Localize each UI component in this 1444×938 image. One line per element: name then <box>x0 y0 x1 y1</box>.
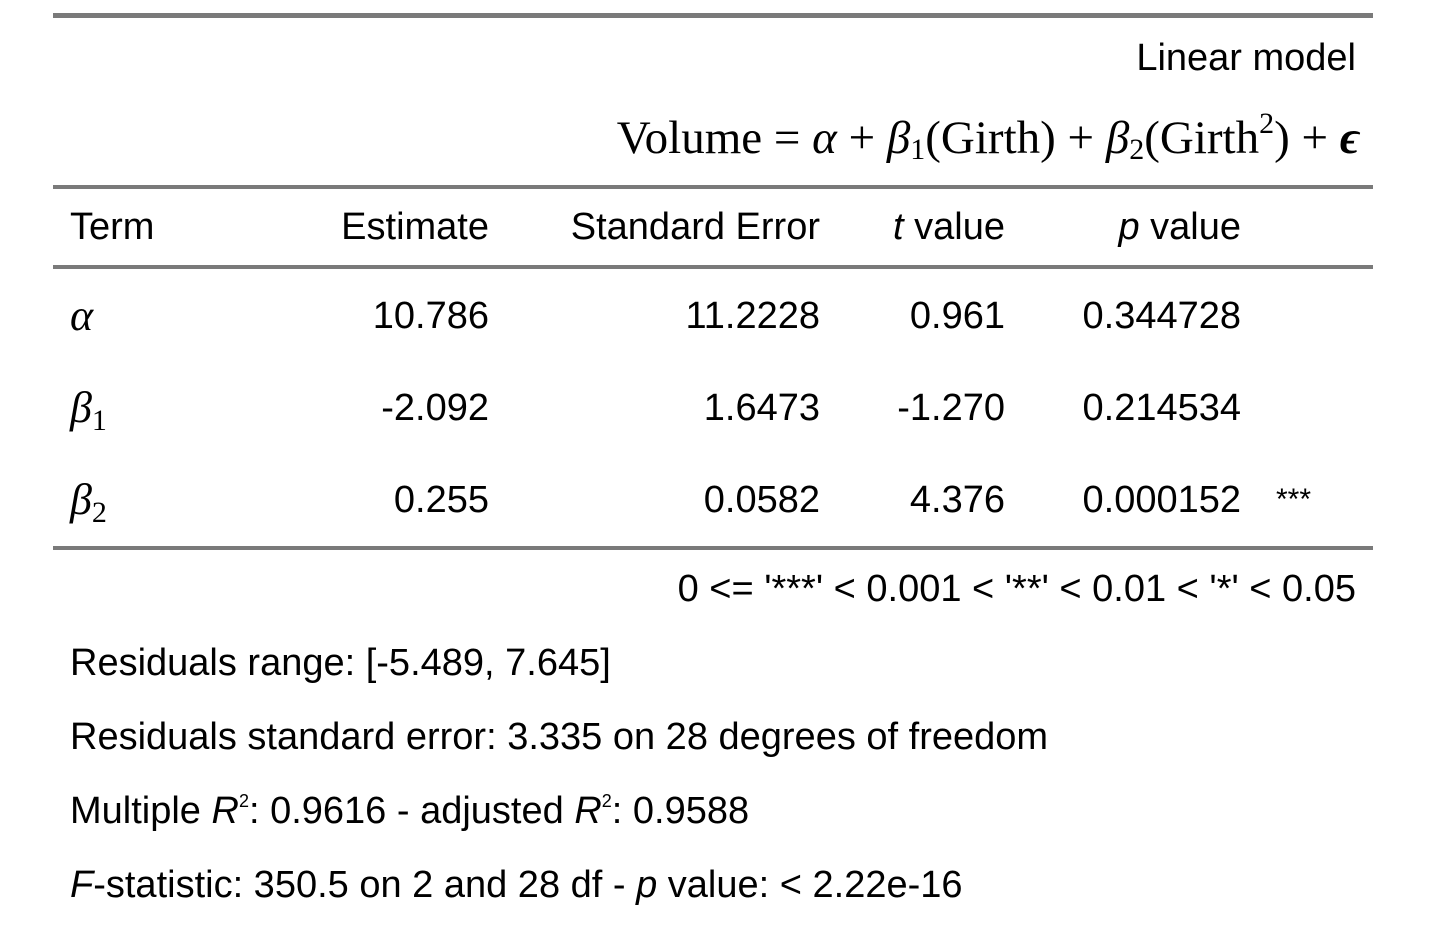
row-estimate: 10.786 <box>372 295 489 337</box>
term-subscript: 1 <box>91 404 107 437</box>
row-t-value: -1.270 <box>897 387 1005 429</box>
row-std-error: 0.0582 <box>703 479 820 521</box>
adj-r2-symbol: R <box>574 790 602 832</box>
row-p-value: 0.000152 <box>1082 479 1242 521</box>
formula-epsilon: ϵ <box>1339 112 1360 164</box>
header-term: Term <box>70 206 155 248</box>
note-residuals-range: Residuals range: [-5.489, 7.645] <box>70 642 611 684</box>
formula-beta2-sub: 2 <box>1129 133 1145 166</box>
adj-r2-superscript: 2 <box>601 791 612 811</box>
term-symbol: β <box>70 475 92 524</box>
formula-beta2-term-close: ) <box>1274 112 1290 164</box>
formula-plus-3: + <box>1289 112 1340 164</box>
formula-beta1-term: (Girth) <box>925 112 1056 164</box>
row-std-error: 1.6473 <box>703 387 820 429</box>
note-residual-se: Residuals standard error: 3.335 on 28 de… <box>70 716 1049 758</box>
model-formula: Volume = α + β1(Girth) + β2(Girth2) + ϵ <box>616 107 1360 166</box>
formula-beta2: β <box>1105 112 1130 164</box>
r2-value: : 0.9616 - adjusted <box>248 790 575 832</box>
formula-lhs: Volume <box>616 112 763 164</box>
header-bottom-rule <box>53 265 1373 269</box>
r2-prefix: Multiple <box>70 790 212 832</box>
r2-superscript: 2 <box>238 791 249 811</box>
f-symbol: F <box>70 864 94 906</box>
formula-beta2-term-open: (Girth <box>1144 112 1260 164</box>
r2-symbol: R <box>211 790 239 832</box>
row-estimate: 0.255 <box>393 479 489 521</box>
f-value: -statistic: 350.5 on 2 and 28 df - <box>93 864 637 906</box>
significance-legend: 0 <= '***' < 0.001 < '**' < 0.01 < '*' <… <box>677 568 1356 610</box>
header-estimate: Estimate <box>341 206 489 248</box>
formula-plus-2: + <box>1055 112 1106 164</box>
formula-beta1-sub: 1 <box>910 133 926 166</box>
row-signif: *** <box>1276 483 1312 516</box>
term-symbol: α <box>70 291 94 340</box>
formula-plus-1: + <box>836 112 887 164</box>
row-p-value: 0.344728 <box>1082 295 1242 337</box>
f-p-value: value: < 2.22e-16 <box>657 864 963 906</box>
row-term: α <box>70 294 93 338</box>
header-p-italic: p <box>1118 206 1140 248</box>
header-t-rest: value <box>903 206 1005 248</box>
header-top-rule <box>53 185 1373 189</box>
formula-beta1: β <box>886 112 911 164</box>
formula-equals: = <box>762 112 813 164</box>
note-r-squared: Multiple R2: 0.9616 - adjusted R2: 0.958… <box>70 789 749 833</box>
note-f-statistic: F-statistic: 350.5 on 2 and 28 df - p va… <box>70 863 963 907</box>
row-t-value: 0.961 <box>909 295 1005 337</box>
header-t-value: t value <box>893 205 1005 249</box>
header-p-rest: value <box>1139 206 1241 248</box>
row-std-error: 11.2228 <box>685 295 820 337</box>
row-t-value: 4.376 <box>909 479 1005 521</box>
formula-alpha: α <box>812 112 837 164</box>
term-symbol: β <box>70 383 92 432</box>
adj-r2-value: : 0.9588 <box>611 790 750 832</box>
formula-beta2-term-sup: 2 <box>1259 107 1275 140</box>
table-top-rule <box>53 13 1373 18</box>
row-p-value: 0.214534 <box>1082 387 1242 429</box>
header-t-italic: t <box>893 206 904 248</box>
term-subscript: 2 <box>91 496 107 529</box>
row-term: β2 <box>70 475 107 528</box>
row-term: β1 <box>70 383 107 436</box>
row-estimate: -2.092 <box>381 387 489 429</box>
table-title: Linear model <box>1136 37 1356 79</box>
header-std-error: Standard Error <box>570 206 820 248</box>
f-p-symbol: p <box>636 864 658 906</box>
header-p-value: p value <box>1118 205 1241 249</box>
table-bottom-rule <box>53 546 1373 550</box>
